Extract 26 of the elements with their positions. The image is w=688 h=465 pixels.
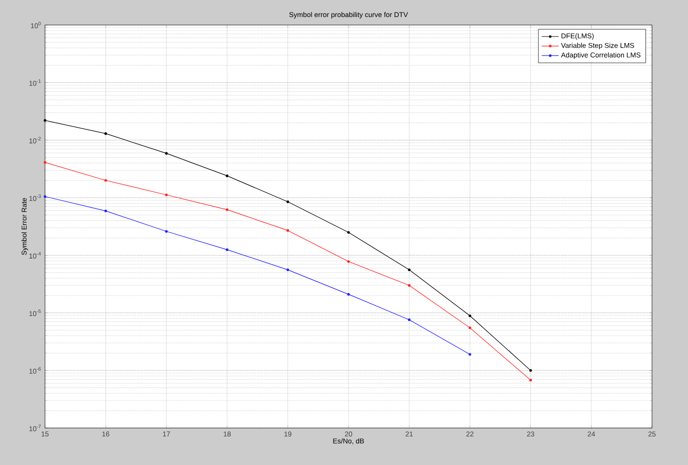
point bbox=[104, 179, 108, 182]
point bbox=[286, 229, 290, 232]
point bbox=[529, 369, 532, 372]
point bbox=[104, 210, 108, 212]
point bbox=[44, 119, 46, 122]
point bbox=[165, 230, 168, 233]
point bbox=[286, 268, 290, 272]
point bbox=[286, 200, 290, 204]
point bbox=[347, 293, 350, 296]
point bbox=[468, 326, 472, 330]
point bbox=[165, 194, 168, 196]
point bbox=[408, 318, 411, 322]
point bbox=[226, 174, 228, 178]
point bbox=[44, 195, 46, 198]
point bbox=[408, 284, 411, 287]
point bbox=[468, 314, 472, 318]
point bbox=[529, 378, 532, 382]
point bbox=[347, 260, 350, 263]
point bbox=[226, 208, 228, 211]
point bbox=[468, 353, 472, 356]
point bbox=[104, 132, 108, 135]
point bbox=[226, 248, 228, 252]
point bbox=[347, 231, 350, 234]
point bbox=[408, 268, 411, 272]
point bbox=[44, 161, 46, 164]
point bbox=[165, 152, 168, 155]
